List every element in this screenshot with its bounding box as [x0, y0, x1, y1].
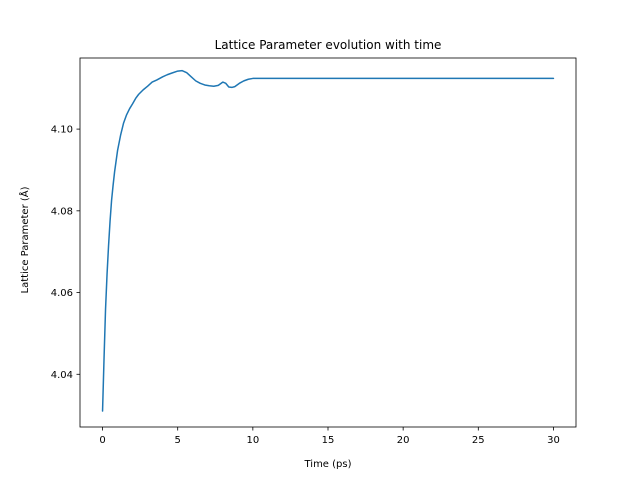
- x-axis-label: Time (ps): [303, 459, 351, 470]
- series-line-0: [101, 69, 555, 412]
- y-tick-label: 4.04: [51, 370, 73, 381]
- x-tick-label: 0: [99, 435, 105, 446]
- x-tick-label: 30: [547, 435, 560, 446]
- y-tick-label: 4.06: [51, 288, 73, 299]
- x-tick-label: 25: [472, 435, 485, 446]
- x-tick-label: 15: [322, 435, 335, 446]
- chart-title: Lattice Parameter evolution with time: [215, 38, 442, 52]
- plot-area: 0 5 10 15 20 25 30 4.04 4.06 4.08 4.10: [51, 57, 577, 446]
- y-tick-label: 4.10: [51, 125, 73, 136]
- y-axis-label: Lattice Parameter (Å): [18, 186, 31, 293]
- x-tick-label: 20: [397, 435, 410, 446]
- x-tick-label: 5: [175, 435, 181, 446]
- x-tick-label: 10: [246, 435, 259, 446]
- y-tick-label: 4.08: [51, 206, 73, 217]
